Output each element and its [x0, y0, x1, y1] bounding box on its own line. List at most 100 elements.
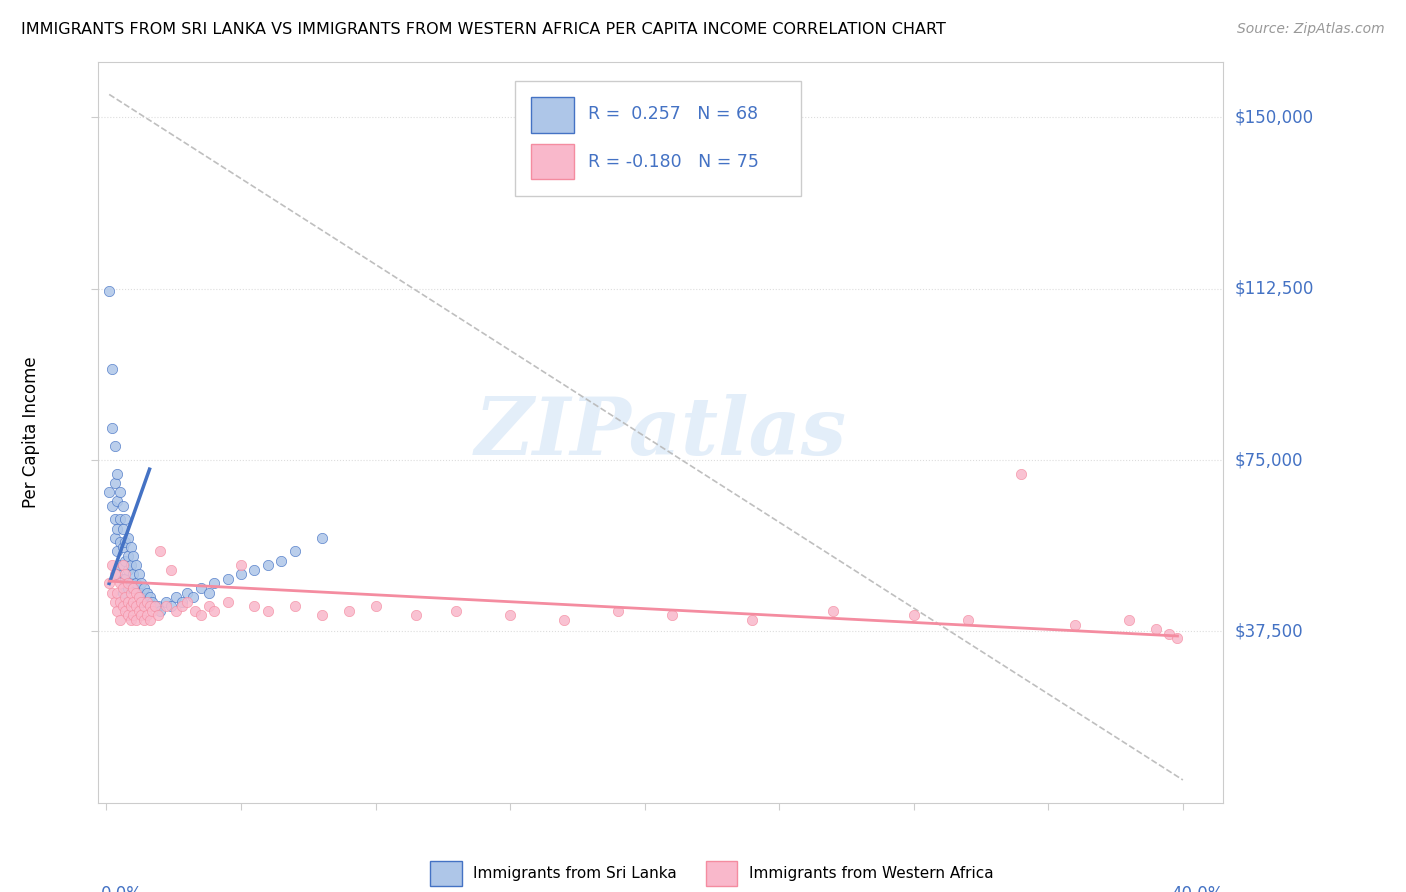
Point [114, 553, 136, 567]
Point [229, 558, 252, 573]
Point [108, 576, 131, 591]
Point [131, 590, 153, 604]
Text: IMMIGRANTS FROM SRI LANKA VS IMMIGRANTS FROM WESTERN AFRICA PER CAPITA INCOME CO: IMMIGRANTS FROM SRI LANKA VS IMMIGRANTS … [21, 22, 946, 37]
Point [105, 544, 128, 558]
Point [364, 599, 387, 614]
Point [114, 604, 136, 618]
Point [176, 585, 198, 599]
Text: Immigrants from Western Africa: Immigrants from Western Africa [748, 865, 993, 880]
Point [146, 608, 169, 623]
Point [184, 604, 207, 618]
Point [105, 585, 128, 599]
Point [101, 421, 124, 435]
Text: R =  0.257   N = 68: R = 0.257 N = 68 [588, 105, 758, 123]
Point [170, 595, 193, 609]
Text: $75,000: $75,000 [1234, 451, 1303, 469]
Point [190, 608, 212, 623]
Point [128, 567, 150, 582]
Point [149, 604, 172, 618]
Point [1166, 632, 1188, 646]
Point [1118, 613, 1140, 627]
Point [284, 544, 307, 558]
Point [190, 581, 212, 595]
Point [155, 595, 177, 609]
Text: $112,500: $112,500 [1234, 280, 1313, 298]
Point [117, 576, 139, 591]
Point [111, 581, 134, 595]
Text: Immigrants from Sri Lanka: Immigrants from Sri Lanka [472, 865, 676, 880]
Point [135, 595, 157, 609]
Point [166, 604, 188, 618]
Point [149, 544, 172, 558]
Point [170, 599, 193, 614]
Point [131, 608, 153, 623]
Point [1144, 622, 1167, 636]
Point [134, 599, 156, 614]
Point [111, 499, 134, 513]
Point [108, 485, 131, 500]
Point [117, 595, 139, 609]
Point [120, 576, 142, 591]
Point [111, 572, 134, 586]
Point [821, 604, 844, 618]
Point [125, 576, 148, 591]
Point [202, 576, 225, 591]
Point [217, 595, 239, 609]
Point [284, 599, 307, 614]
Point [117, 531, 139, 545]
Point [98, 576, 121, 591]
Point [122, 595, 145, 609]
Point [101, 499, 124, 513]
Point [141, 595, 163, 609]
Point [120, 558, 142, 573]
Point [125, 599, 148, 614]
Point [337, 604, 360, 618]
Point [128, 590, 150, 604]
Text: $37,500: $37,500 [1234, 623, 1303, 640]
Point [120, 585, 142, 599]
Point [553, 613, 575, 627]
Point [114, 590, 136, 604]
Point [134, 581, 156, 595]
Point [138, 613, 160, 627]
Point [101, 361, 124, 376]
Point [114, 572, 136, 586]
FancyBboxPatch shape [531, 144, 574, 179]
Point [105, 522, 128, 536]
Point [111, 558, 134, 573]
Point [446, 604, 468, 618]
Point [499, 608, 522, 623]
Point [903, 608, 925, 623]
Point [103, 512, 125, 526]
Point [956, 613, 979, 627]
Point [117, 608, 139, 623]
Point [134, 613, 156, 627]
Point [138, 590, 160, 604]
Point [741, 613, 763, 627]
Point [108, 613, 131, 627]
Point [197, 599, 219, 614]
Point [257, 604, 280, 618]
Point [128, 604, 150, 618]
Point [122, 581, 145, 595]
Point [117, 581, 139, 595]
Point [1064, 617, 1087, 632]
FancyBboxPatch shape [515, 81, 801, 195]
Point [134, 595, 156, 609]
Point [114, 512, 136, 526]
Point [128, 585, 150, 599]
Text: Source: ZipAtlas.com: Source: ZipAtlas.com [1237, 22, 1385, 37]
Point [111, 558, 134, 573]
Point [108, 558, 131, 573]
Point [155, 599, 177, 614]
Point [111, 522, 134, 536]
Text: $150,000: $150,000 [1234, 108, 1313, 127]
Point [311, 608, 333, 623]
Point [160, 599, 183, 614]
Point [243, 599, 266, 614]
Point [606, 604, 628, 618]
Point [229, 567, 252, 582]
Point [111, 585, 134, 599]
Point [217, 572, 239, 586]
Point [122, 549, 145, 563]
